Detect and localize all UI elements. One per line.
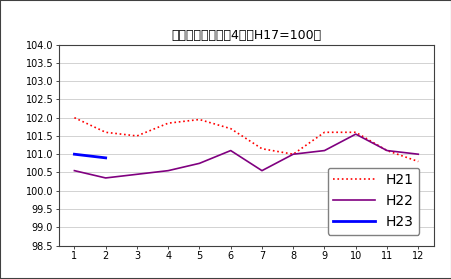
Line: H23: H23	[74, 154, 106, 158]
H22	[103, 176, 108, 180]
H22	[352, 133, 358, 136]
H23	[103, 156, 108, 160]
H21	[259, 147, 264, 150]
H23	[72, 153, 77, 156]
H21	[383, 149, 389, 152]
H22	[134, 173, 139, 176]
H21	[227, 127, 233, 130]
H22	[196, 162, 202, 165]
H21	[134, 134, 139, 138]
Line: H21: H21	[74, 118, 417, 162]
H22	[227, 149, 233, 152]
H21	[352, 131, 358, 134]
H21	[72, 116, 77, 119]
Legend: H21, H22, H23: H21, H22, H23	[327, 168, 419, 235]
H22	[414, 153, 420, 156]
H21	[196, 118, 202, 121]
Line: H22: H22	[74, 134, 417, 178]
H22	[72, 169, 77, 172]
H21	[103, 131, 108, 134]
H22	[383, 149, 389, 152]
H22	[290, 153, 295, 156]
H21	[414, 160, 420, 163]
H21	[321, 131, 327, 134]
H21	[165, 121, 170, 125]
H22	[259, 169, 264, 172]
H21	[290, 153, 295, 156]
Title: 総合指数の動き　4市（H17=100）: 総合指数の動き 4市（H17=100）	[171, 29, 321, 42]
H22	[321, 149, 327, 152]
H22	[165, 169, 170, 172]
